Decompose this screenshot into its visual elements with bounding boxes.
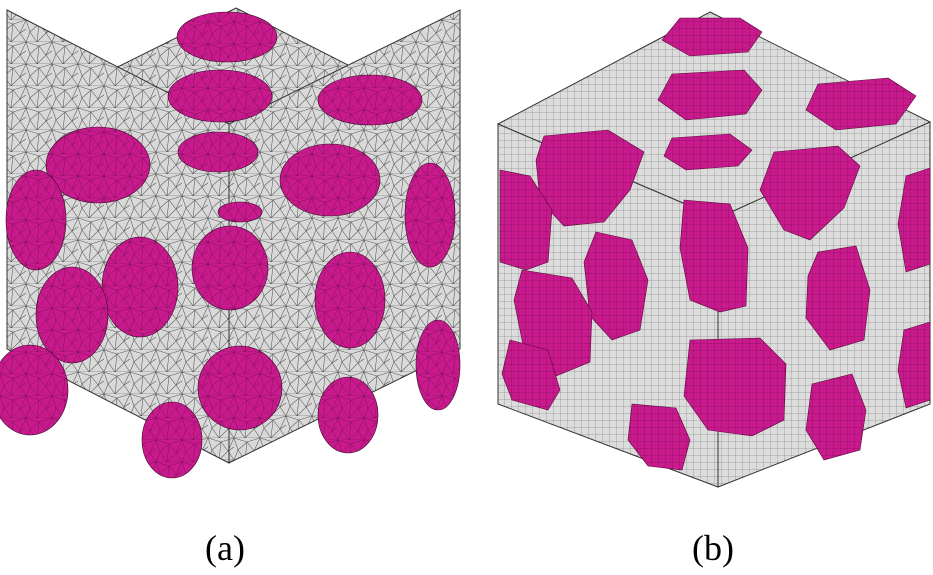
panel-b-cube	[496, 11, 932, 488]
panel-a-inclusions-right	[197, 162, 461, 454]
panel-a-label: (a)	[205, 528, 245, 568]
panel-b-inclusions-top	[535, 17, 917, 241]
panel-a-inclusions-top	[45, 11, 423, 223]
panel-a-cube	[0, 7, 462, 479]
panel-b-inclusions-left	[499, 169, 749, 471]
panel-a-inclusions-left	[0, 169, 269, 479]
panel-b-label: (b)	[692, 528, 734, 568]
panel-b-inclusions-right	[683, 167, 931, 461]
